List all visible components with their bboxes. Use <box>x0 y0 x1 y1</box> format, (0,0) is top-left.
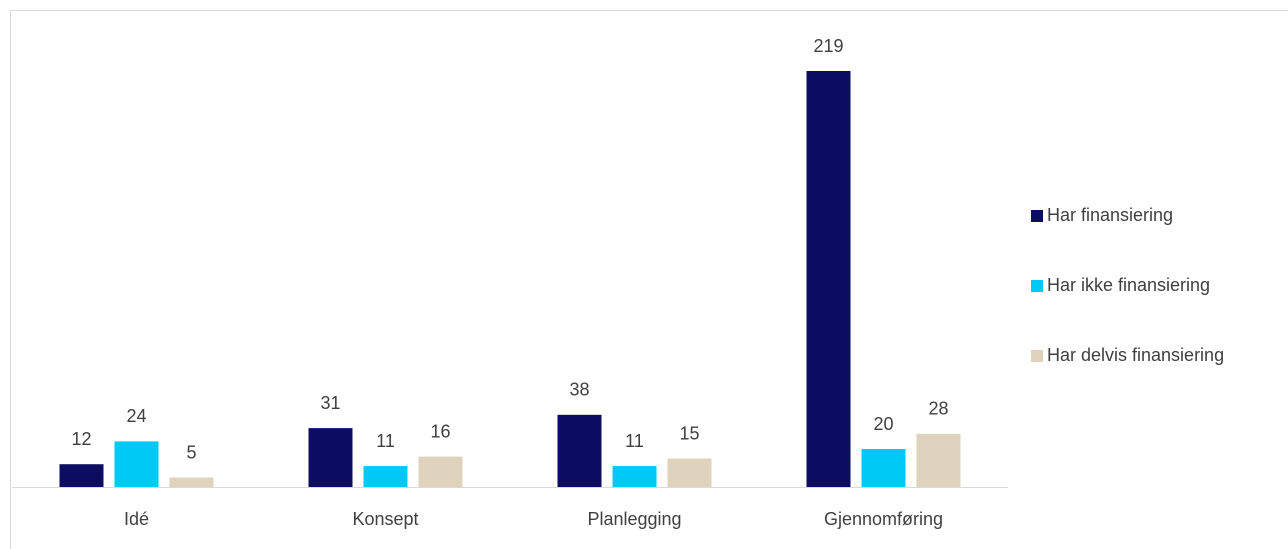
data-label: 219 <box>813 36 843 56</box>
x-tick-label: Planlegging <box>587 509 681 529</box>
legend-label: Har delvis finansiering <box>1047 345 1224 365</box>
bar <box>308 428 353 487</box>
bar <box>418 456 463 487</box>
data-label: 31 <box>320 393 340 413</box>
data-label: 12 <box>71 429 91 449</box>
bar <box>59 464 104 487</box>
bar <box>557 414 602 487</box>
x-tick-label: Konsept <box>352 509 418 529</box>
data-label: 11 <box>376 431 395 451</box>
x-tick-label: Idé <box>124 509 149 529</box>
bar <box>612 466 657 487</box>
data-label: 28 <box>928 399 948 419</box>
legend-swatch <box>1031 210 1043 222</box>
data-label: 15 <box>679 423 699 443</box>
bar <box>114 441 159 487</box>
bar <box>667 458 712 487</box>
chart-border <box>10 10 1288 549</box>
legend-swatch <box>1031 350 1043 362</box>
x-tick-label: Gjennomføring <box>824 509 943 529</box>
bar <box>169 477 214 487</box>
legend-swatch <box>1031 280 1043 292</box>
data-label: 11 <box>625 431 644 451</box>
bar <box>363 466 408 487</box>
bar <box>861 449 906 487</box>
legend-label: Har finansiering <box>1047 205 1173 225</box>
data-label: 24 <box>126 406 146 426</box>
data-label: 38 <box>569 380 589 400</box>
bar <box>806 71 851 487</box>
data-label: 20 <box>873 414 893 434</box>
bar <box>916 433 961 487</box>
data-label: 5 <box>186 442 196 462</box>
data-label: 16 <box>430 421 450 441</box>
legend-label: Har ikke finansiering <box>1047 275 1210 295</box>
